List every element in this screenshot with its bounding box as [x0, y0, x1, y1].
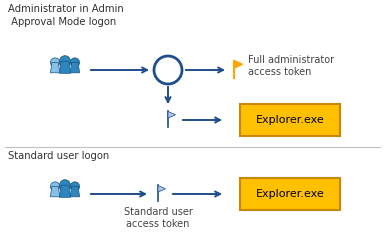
Text: Administrator in Admin
 Approval Mode logon: Administrator in Admin Approval Mode log…: [8, 4, 124, 27]
FancyBboxPatch shape: [240, 104, 340, 136]
Circle shape: [60, 56, 70, 67]
Polygon shape: [60, 61, 70, 73]
Text: Explorer.exe: Explorer.exe: [256, 189, 325, 199]
Polygon shape: [50, 62, 60, 73]
Polygon shape: [50, 186, 60, 197]
Text: Full administrator
access token: Full administrator access token: [248, 55, 334, 77]
Circle shape: [70, 58, 80, 67]
Circle shape: [50, 58, 60, 67]
Polygon shape: [60, 185, 70, 197]
Circle shape: [50, 182, 60, 191]
FancyBboxPatch shape: [240, 178, 340, 210]
Text: Standard user
access token: Standard user access token: [124, 207, 192, 229]
Polygon shape: [234, 60, 243, 68]
Circle shape: [70, 182, 80, 191]
Circle shape: [154, 56, 182, 84]
Circle shape: [60, 180, 70, 191]
Polygon shape: [158, 185, 166, 192]
Polygon shape: [70, 62, 80, 73]
Polygon shape: [70, 186, 80, 197]
Text: Explorer.exe: Explorer.exe: [256, 115, 325, 125]
Text: Standard user logon: Standard user logon: [8, 151, 109, 161]
Polygon shape: [168, 111, 176, 118]
